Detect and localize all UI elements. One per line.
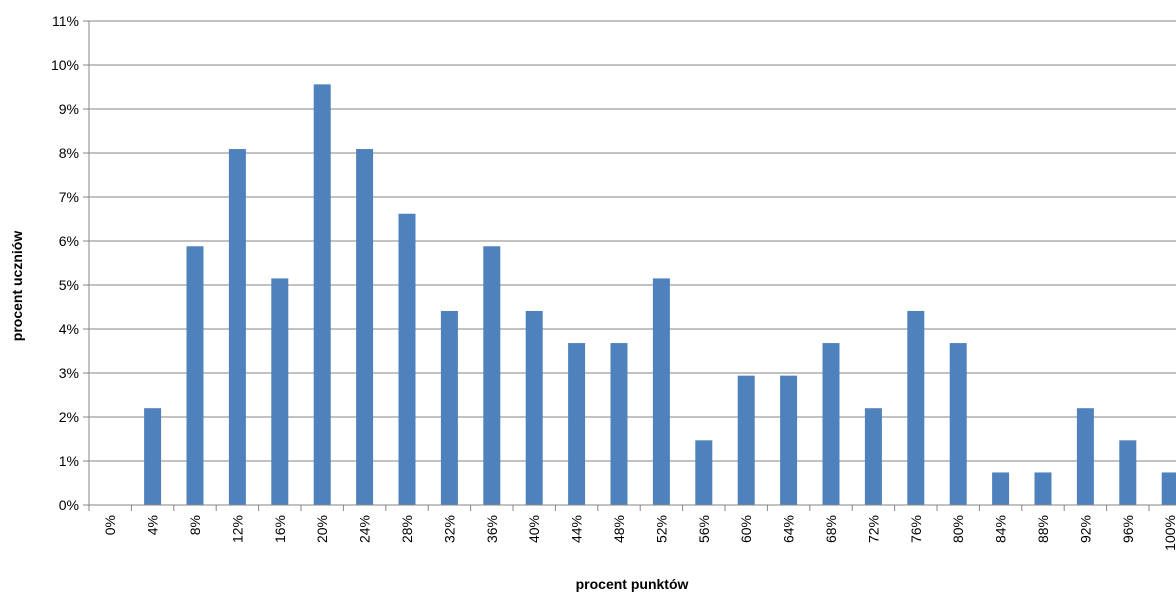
x-tick-label: 60%: [738, 515, 754, 543]
bar: [1161, 472, 1176, 505]
bar: [992, 472, 1010, 505]
bar: [695, 440, 713, 505]
y-tick-label: 10%: [51, 57, 79, 73]
y-tick-label: 9%: [59, 101, 79, 117]
bar: [271, 278, 289, 505]
bar: [780, 375, 798, 505]
x-tick-label: 48%: [611, 515, 627, 543]
y-axis-title: procent uczniów: [9, 231, 25, 342]
bar: [356, 149, 374, 506]
bar: [186, 246, 204, 505]
axes: [88, 21, 1176, 511]
x-tick-label: 92%: [1077, 515, 1093, 543]
bar: [483, 246, 501, 505]
bar: [737, 375, 755, 505]
bar: [864, 408, 882, 505]
x-tick-label: 80%: [950, 515, 966, 543]
bar: [907, 310, 925, 505]
x-tick-label: 12%: [229, 515, 245, 543]
x-tick-label: 24%: [357, 515, 373, 543]
x-tick-label: 76%: [908, 515, 924, 543]
x-tick-label: 16%: [272, 515, 288, 543]
x-tick-label: 88%: [1035, 515, 1051, 543]
x-axis-title: procent punktów: [576, 576, 689, 592]
bar: [610, 343, 628, 505]
x-tick-label: 52%: [653, 515, 669, 543]
y-tick-label: 3%: [59, 365, 79, 381]
y-tick-label: 4%: [59, 321, 79, 337]
x-tick-label: 36%: [484, 515, 500, 543]
x-tick-label: 40%: [526, 515, 542, 543]
x-tick-label: 44%: [569, 515, 585, 543]
x-tick-label: 4%: [145, 515, 161, 535]
x-tick-labels: 0% 4% 8% 12% 16% 20% 24% 28% 32% 36% 40% 44% 48% 52% 5…: [102, 515, 1176, 551]
bar: [1034, 472, 1052, 505]
y-tick-label: 0%: [59, 497, 79, 513]
bar: [440, 310, 458, 505]
bar: [1076, 408, 1094, 505]
x-tick-label: 96%: [1120, 515, 1136, 543]
y-tick-label: 2%: [59, 409, 79, 425]
x-tick-label: 84%: [993, 515, 1009, 543]
bar: [144, 408, 162, 505]
x-tick-label: 68%: [823, 515, 839, 543]
bar: [949, 343, 967, 505]
x-tick-label: 64%: [781, 515, 797, 543]
x-tick-label: 0%: [102, 515, 118, 535]
gridlines: [89, 20, 1176, 506]
bar: [525, 310, 543, 505]
x-tick-label: 20%: [314, 515, 330, 543]
bar: [228, 149, 246, 506]
x-tick-label: 32%: [441, 515, 457, 543]
y-tick-label: 1%: [59, 453, 79, 469]
bar: [568, 343, 586, 505]
y-tick-label: 8%: [59, 145, 79, 161]
y-tick-label: 11%: [52, 13, 79, 29]
x-tick-label: 72%: [865, 515, 881, 543]
y-tick-labels: 0% 1% 2% 3% 4% 5% 6% 7% 8% 9% 10% 11%: [51, 13, 89, 513]
bars: [144, 84, 1176, 506]
bar: [313, 84, 331, 506]
bar: [1119, 440, 1137, 505]
x-tick-label: 8%: [187, 515, 203, 535]
bar: [652, 278, 670, 505]
y-tick-label: 6%: [59, 233, 79, 249]
y-tick-label: 5%: [59, 277, 79, 293]
y-tick-label: 7%: [59, 189, 79, 205]
x-tick-label: 100%: [1162, 515, 1176, 551]
bar: [398, 213, 416, 505]
x-tick-label: 56%: [696, 515, 712, 543]
x-tick-label: 28%: [399, 515, 415, 543]
bar: [822, 343, 840, 505]
